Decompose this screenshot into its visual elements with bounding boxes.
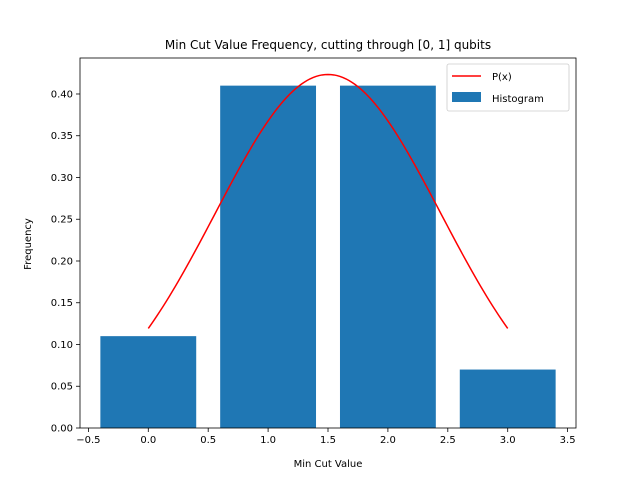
bar-2: [339, 85, 436, 429]
y-axis-label: Frequency: [23, 218, 34, 270]
bars-layer: [100, 85, 556, 429]
x-tick-label: 0.0: [140, 435, 156, 446]
x-tick-label: 3.5: [560, 435, 576, 446]
x-axis-label: Min Cut Value: [294, 459, 363, 470]
y-tick-label: 0.30: [51, 173, 73, 184]
x-axis: −0.5 0.0 0.5 1.0 1.5 2.0 2.5 3.0 3.5: [76, 428, 576, 446]
bar-1: [220, 85, 317, 429]
legend: P(x) Histogram: [446, 63, 570, 112]
x-tick-label: 1.0: [260, 435, 276, 446]
y-tick-label: 0.40: [51, 89, 73, 100]
y-tick-label: 0.00: [51, 424, 73, 435]
bar-0: [100, 336, 197, 428]
legend-swatch-histogram: [452, 92, 481, 102]
y-tick-label: 0.15: [51, 298, 73, 309]
x-tick-label: 1.5: [320, 435, 336, 446]
legend-label-px: P(x): [492, 72, 512, 83]
y-tick-label: 0.10: [51, 340, 73, 351]
y-axis: 0.00 0.05 0.10 0.15 0.20 0.25 0.30 0.35 0.40: [51, 89, 80, 435]
y-tick-label: 0.25: [51, 215, 73, 226]
x-tick-label: −0.5: [76, 435, 100, 446]
x-tick-label: 3.0: [500, 435, 516, 446]
y-tick-label: 0.20: [51, 256, 73, 267]
bar-3: [459, 369, 556, 428]
chart-title: Min Cut Value Frequency, cutting through…: [165, 38, 491, 52]
y-tick-label: 0.35: [51, 131, 73, 142]
series-line-px: [147, 73, 509, 329]
y-tick-label: 0.05: [51, 382, 73, 393]
x-tick-label: 0.5: [200, 435, 216, 446]
x-tick-label: 2.5: [440, 435, 456, 446]
x-tick-label: 2.0: [380, 435, 396, 446]
legend-label-histogram: Histogram: [492, 94, 544, 105]
